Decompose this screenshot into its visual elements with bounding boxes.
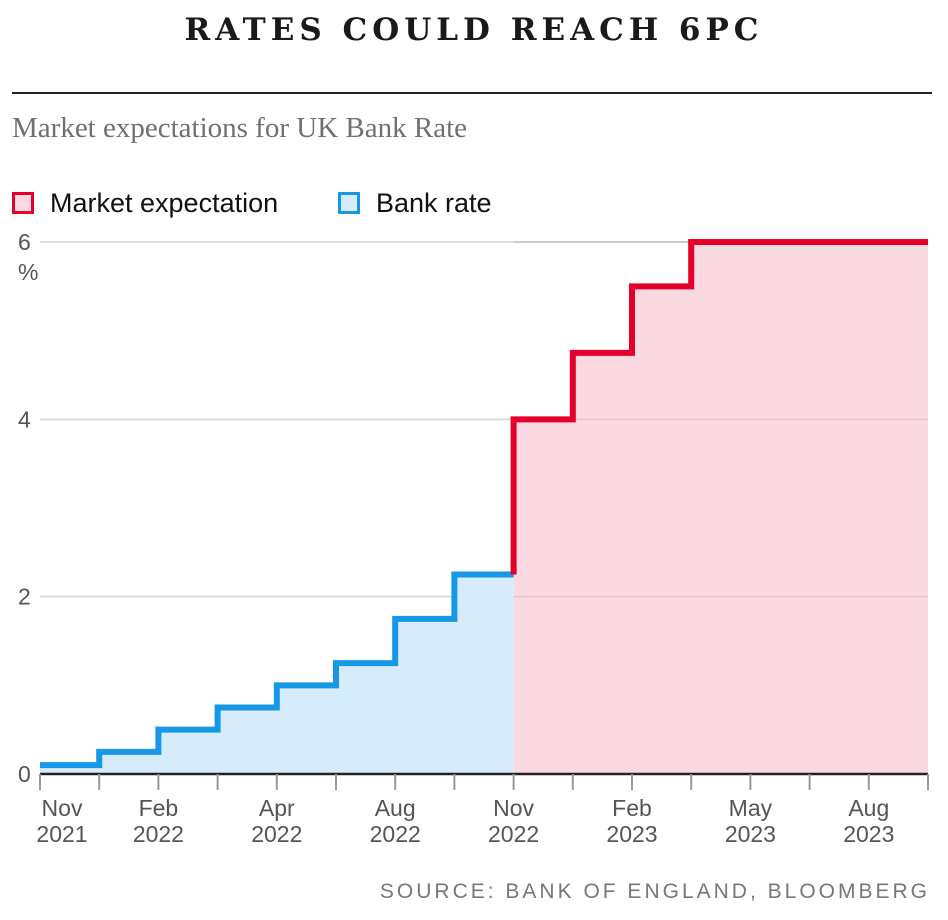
legend-label-bank-rate: Bank rate <box>376 188 492 218</box>
line-bank-rate <box>40 571 514 769</box>
title-divider <box>12 92 932 94</box>
x-tick-label-month: Feb <box>612 795 652 821</box>
x-tick-label-year: 2022 <box>370 821 421 847</box>
y-tick-label-6: 6 <box>18 229 31 255</box>
y-tick-label-2: 2 <box>18 584 31 610</box>
x-tick-label-year: 2021 <box>36 821 87 847</box>
x-tick-label-year: 2023 <box>606 821 657 847</box>
area-market-expectation <box>513 242 928 774</box>
area-bank-rate <box>40 574 514 774</box>
x-tick-label-month: Nov <box>493 795 534 821</box>
x-tick-label-month: Aug <box>848 795 889 821</box>
x-tick-label-year: 2022 <box>251 821 302 847</box>
x-tick-label-month: Feb <box>139 795 179 821</box>
y-axis-unit-label: % <box>18 259 38 285</box>
y-tick-label-4: 4 <box>18 406 31 432</box>
y-tick-label-0: 0 <box>18 761 31 787</box>
legend-swatch-market-expectation <box>12 192 34 214</box>
x-tick-label-year: 2023 <box>725 821 776 847</box>
source-note: SOURCE: BANK OF ENGLAND, BLOOMBERG <box>379 880 930 903</box>
x-tick-label-month: Apr <box>259 795 295 821</box>
legend-label-market-expectation: Market expectation <box>50 188 279 218</box>
x-tick-label-year: 2022 <box>488 821 539 847</box>
x-tick-label-month: May <box>729 795 773 821</box>
x-tick-label-year: 2022 <box>133 821 184 847</box>
x-tick-label-month: Nov <box>42 795 83 821</box>
legend-swatch-bank-rate <box>338 192 360 214</box>
x-tick-label-month: Aug <box>375 795 416 821</box>
x-tick-label-year: 2023 <box>843 821 894 847</box>
chart-title: RATES COULD REACH 6PC <box>184 12 764 48</box>
chart-subtitle: Market expectations for UK Bank Rate <box>12 112 467 144</box>
line-market-expectation <box>510 239 928 575</box>
